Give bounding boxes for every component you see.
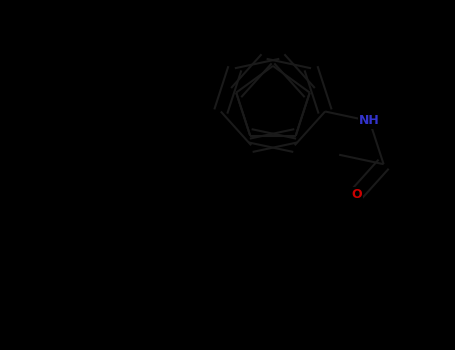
Text: O: O (351, 188, 362, 201)
Text: NH: NH (359, 114, 380, 127)
